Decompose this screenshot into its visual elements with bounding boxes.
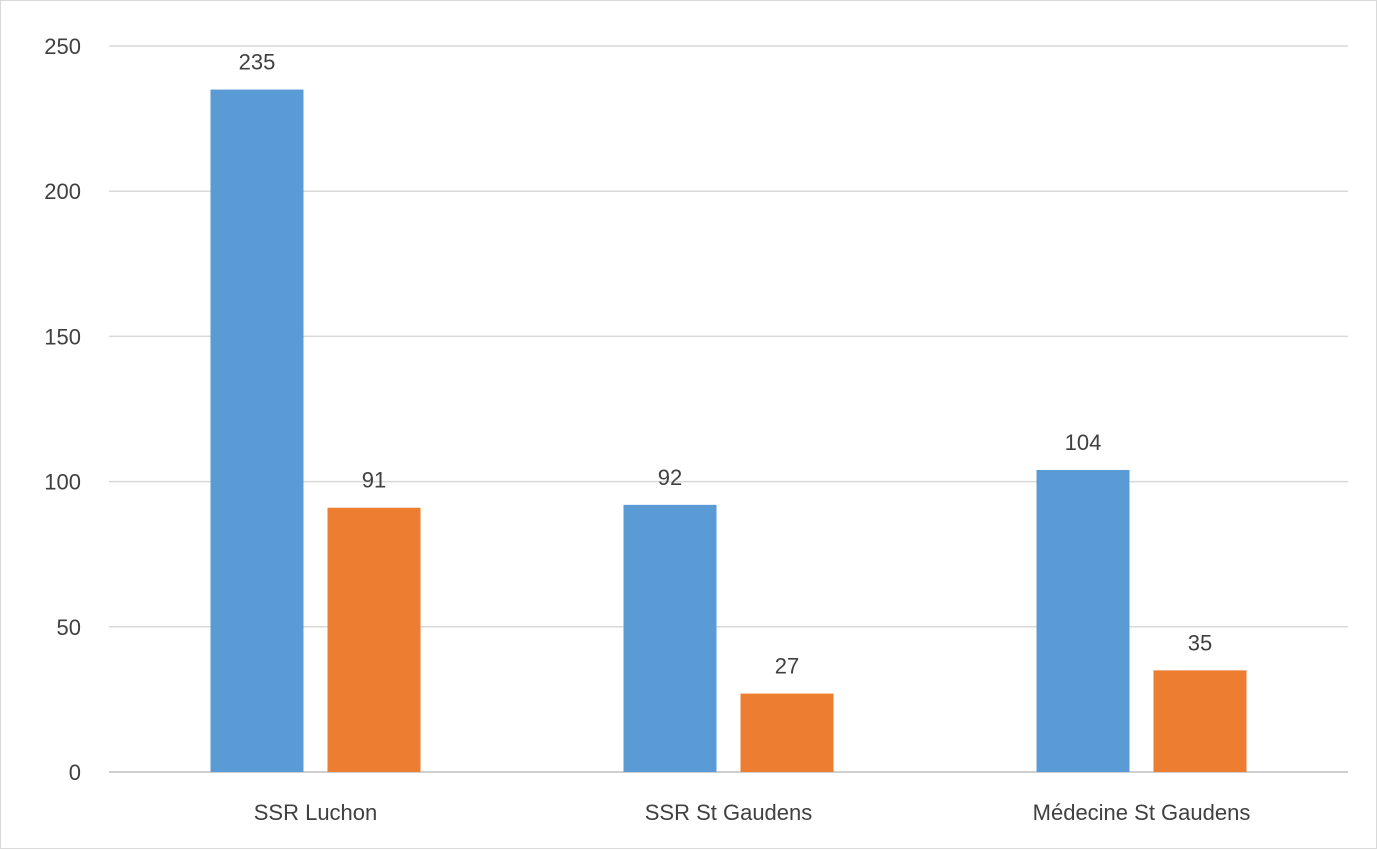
x-category-label: SSR Luchon bbox=[254, 800, 378, 825]
data-label: 92 bbox=[658, 465, 682, 490]
data-label: 104 bbox=[1065, 430, 1102, 455]
bar bbox=[1153, 670, 1247, 772]
x-category-label: SSR St Gaudens bbox=[645, 800, 813, 825]
y-tick-label: 200 bbox=[44, 179, 81, 204]
y-axis-tick-labels: 0 50 100 150 200 250 bbox=[44, 34, 81, 785]
bar bbox=[740, 693, 834, 772]
bars bbox=[210, 89, 1247, 772]
y-tick-label: 150 bbox=[44, 324, 81, 349]
bar bbox=[1036, 469, 1130, 772]
data-labels: 235 91 92 27 104 35 bbox=[239, 50, 1213, 679]
x-axis-category-labels: SSR Luchon SSR St Gaudens Médecine St Gaud… bbox=[254, 800, 1251, 825]
bar bbox=[327, 507, 421, 772]
data-label: 35 bbox=[1188, 630, 1212, 655]
y-tick-label: 0 bbox=[69, 760, 81, 785]
x-category-label: Médecine St Gaudens bbox=[1033, 800, 1251, 825]
y-tick-label: 100 bbox=[44, 470, 81, 495]
y-tick-label: 50 bbox=[57, 615, 81, 640]
bar bbox=[210, 89, 304, 772]
y-tick-label: 250 bbox=[44, 34, 81, 59]
gridlines bbox=[109, 45, 1348, 773]
data-label: 91 bbox=[362, 468, 386, 493]
data-label: 27 bbox=[775, 654, 799, 679]
data-label: 235 bbox=[239, 50, 276, 75]
bar bbox=[623, 504, 717, 772]
